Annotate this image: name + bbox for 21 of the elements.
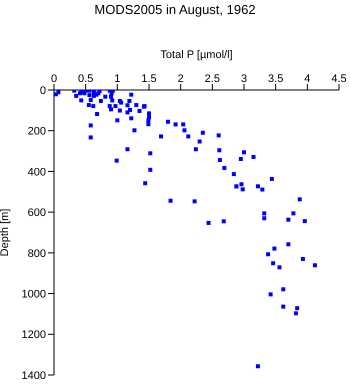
y-tick-label: 800 — [28, 248, 46, 260]
y-tick-label: 200 — [28, 126, 46, 138]
y-tick-label: 1000 — [22, 288, 46, 300]
y-axis-title: Depth [m] — [0, 208, 11, 256]
x-tick-label: 2 — [178, 73, 184, 85]
y-tick-label: 0 — [40, 84, 46, 97]
x-tick-label: 3 — [240, 73, 248, 85]
x-tick-label: 0.5 — [78, 73, 94, 85]
x-tick-label: 1.5 — [141, 73, 157, 85]
chart-title: MODS2005 in August, 1962 — [93, 2, 257, 17]
y-tick-label: 600 — [28, 207, 46, 220]
y-tick-label: 1200 — [22, 329, 46, 342]
y-tick-label: 1400 — [22, 370, 46, 382]
y-tick-label: 400 — [28, 166, 46, 178]
x-tick-label: 0 — [50, 73, 58, 85]
x-tick-label: 4.5 — [331, 73, 347, 85]
x-axis-title: Total P [µmol/l] — [160, 48, 233, 61]
x-tick-label: 3.5 — [268, 73, 284, 85]
x-tick-label: 1 — [114, 73, 120, 85]
x-tick-label: 2.5 — [204, 73, 220, 85]
x-tick-label: 4 — [304, 73, 310, 85]
